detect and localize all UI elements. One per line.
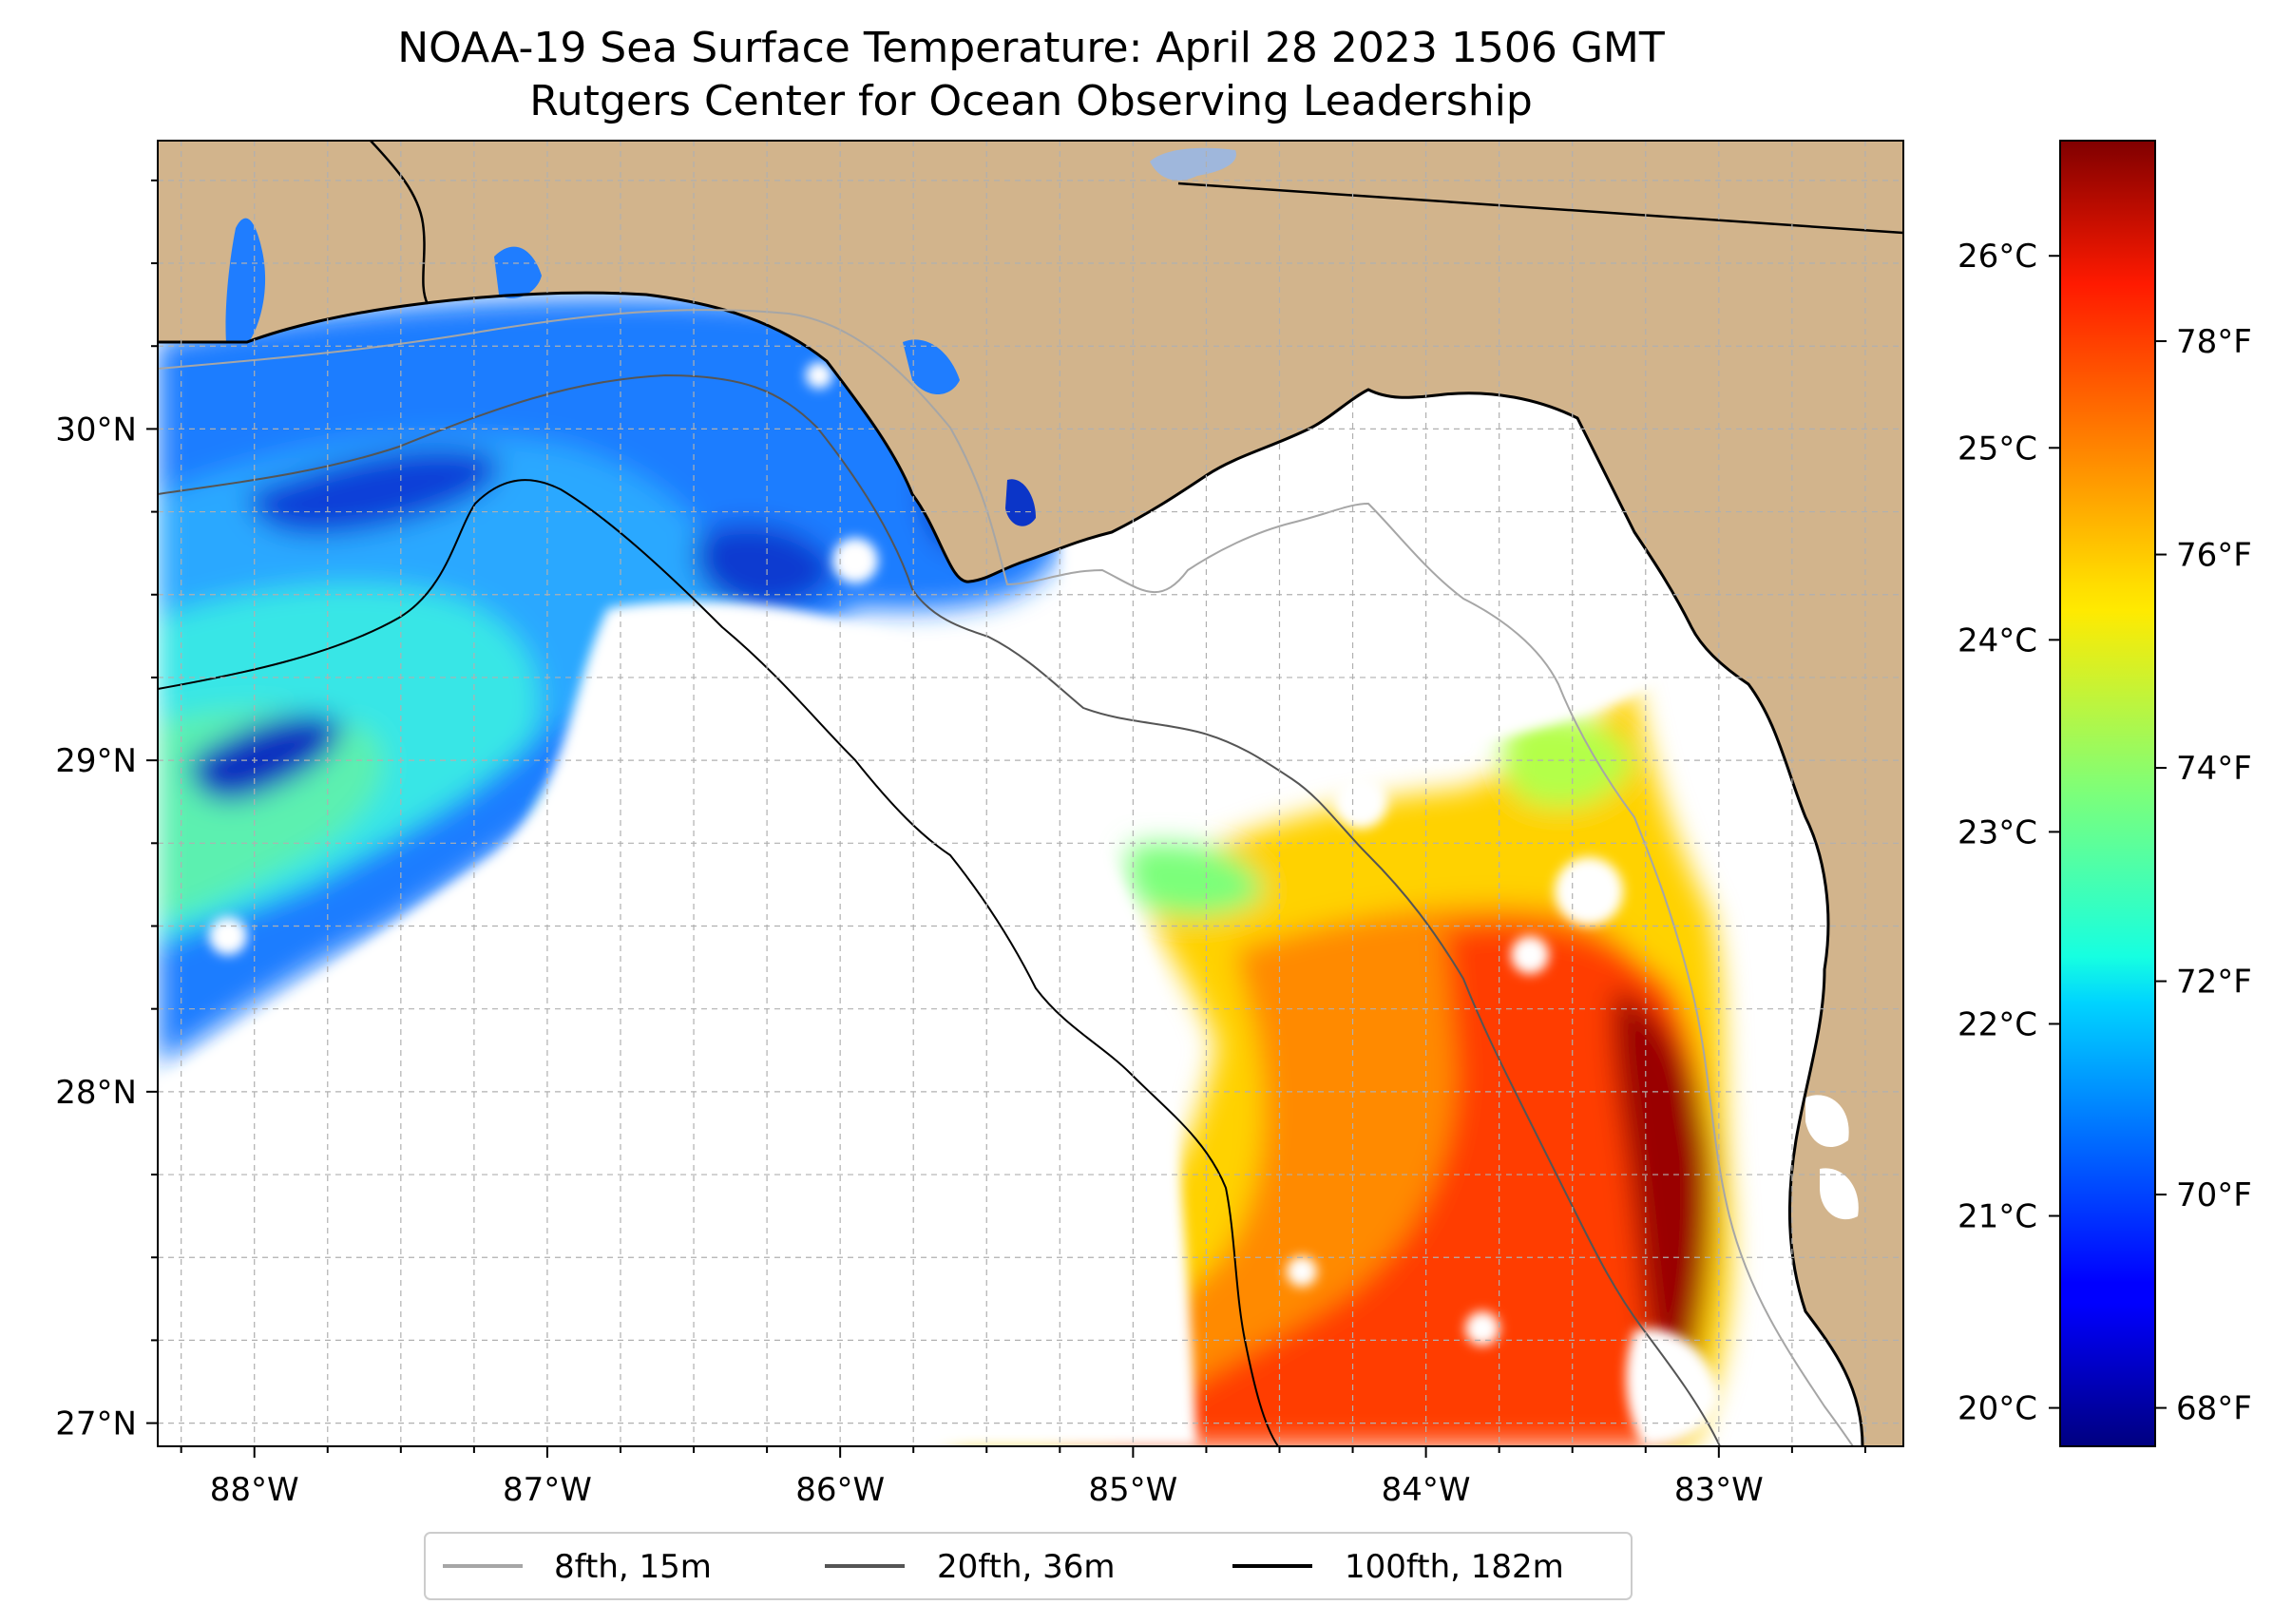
lon-tick-label: 87°W [503,1471,592,1509]
lon-tick-label: 86°W [795,1471,885,1509]
colorbar-celsius-label: 22°C [1958,1005,2037,1043]
colorbar-fahrenheit-label: 72°F [2176,964,2252,1002]
map-title-line2: Rutgers Center for Ocean Observing Leade… [529,77,1533,125]
lake [1150,147,1236,181]
legend-box [424,1532,1633,1600]
colorbar-fahrenheit-label: 76°F [2176,537,2252,575]
gridlines [158,141,1903,1446]
lon-tick-label: 85°W [1088,1471,1177,1509]
state-border [1177,182,1903,235]
colorbar-fahrenheit-label: 68°F [2176,1390,2252,1428]
colorbar-celsius-label: 20°C [1958,1390,2037,1428]
lat-tick-label: 27°N [55,1405,137,1443]
contour-20fth [158,373,1721,1446]
colorbar-celsius-label: 26°C [1958,238,2037,276]
colorbar-fahrenheit-label: 74°F [2176,750,2252,788]
lat-tick-label: 29°N [55,742,137,780]
map-title-line1: NOAA-19 Sea Surface Temperature: April 2… [397,24,1665,72]
lat-tick-label: 30°N [55,411,137,449]
colorbar-celsius-label: 25°C [1958,430,2037,468]
legend-label-100fth: 100fth, 182m [1345,1548,1564,1586]
legend-label-8fth: 8fth, 15m [554,1548,712,1586]
legend: 8fth, 15m 20fth, 36m 100fth, 182m [424,1532,1633,1600]
land-north [158,141,1903,1446]
lon-tick-label: 83°W [1674,1471,1764,1509]
colorbar-fahrenheit-ticks: 68°F 70°F 72°F 74°F 76°F 78°F [2155,323,2252,1428]
lon-axis: 88°W 87°W 86°W 85°W 84°W 83°W [180,1446,1866,1509]
coastline [158,291,1864,1446]
map-area [158,141,1903,1446]
colorbar: 20°C 21°C 22°C 23°C 24°C 25°C 26°C 68°F 70°F 72°… [1958,140,2252,1447]
lat-tick-label: 28°N [55,1074,137,1112]
map-frame [157,140,1904,1447]
legend-label-20fth: 20fth, 36m [937,1548,1116,1586]
colorbar-celsius-label: 24°C [1958,621,2037,659]
river-line [370,141,430,305]
land-layer [158,141,1903,1446]
lon-tick-label: 88°W [210,1471,299,1509]
colorbar-celsius-label: 23°C [1958,813,2037,851]
colorbar-gradient [2059,140,2156,1447]
bathymetry-contours [158,309,1854,1446]
colorbar-fahrenheit-label: 70°F [2176,1176,2252,1214]
lat-axis: 27°N 28°N 29°N 30°N [55,179,158,1443]
contour-100fth [158,479,1279,1446]
lon-tick-label: 84°W [1382,1471,1471,1509]
colorbar-fahrenheit-label: 78°F [2176,323,2252,361]
colorbar-celsius-ticks: 20°C 21°C 22°C 23°C 24°C 25°C 26°C [1958,238,2060,1428]
colorbar-celsius-label: 21°C [1958,1198,2037,1236]
contour-8fth [158,309,1854,1446]
